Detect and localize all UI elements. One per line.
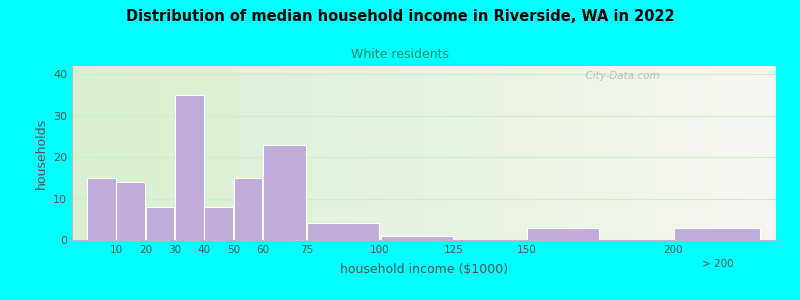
Y-axis label: households: households	[34, 117, 47, 189]
Bar	[87, 178, 116, 240]
Bar	[307, 224, 379, 240]
Bar	[381, 236, 453, 240]
Bar	[175, 95, 204, 240]
Text: Distribution of median household income in Riverside, WA in 2022: Distribution of median household income …	[126, 9, 674, 24]
Bar	[204, 207, 233, 240]
Bar	[527, 228, 599, 240]
Bar	[234, 178, 262, 240]
Text: > 200: > 200	[702, 259, 733, 269]
Text: City-Data.com: City-Data.com	[579, 71, 659, 81]
X-axis label: household income ($1000): household income ($1000)	[340, 263, 508, 276]
Bar	[146, 207, 174, 240]
Text: White residents: White residents	[351, 48, 449, 61]
Bar	[674, 228, 761, 240]
Bar	[116, 182, 145, 240]
Bar	[263, 145, 306, 240]
